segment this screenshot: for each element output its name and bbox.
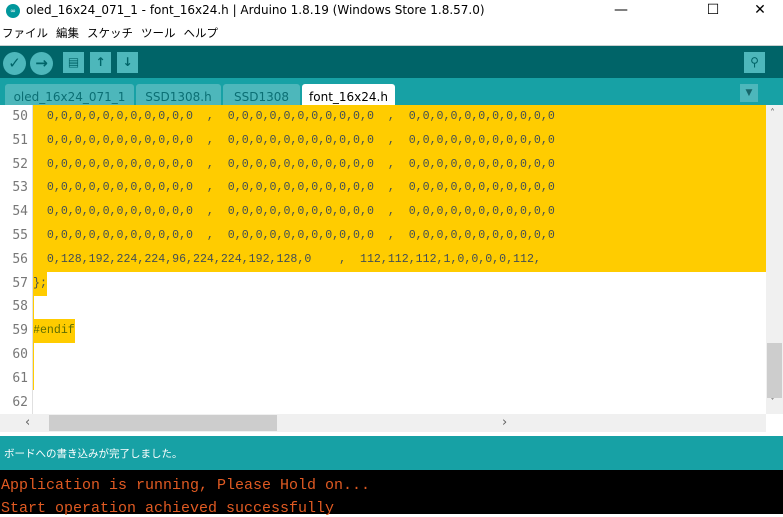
maximize-button[interactable]: ☐ — [706, 2, 720, 18]
code-line: 0,0,0,0,0,0,0,0,0,0,0 , 0,0,0,0,0,0,0,0,… — [33, 128, 766, 153]
status-message: ボードへの書き込みが完了しました。 — [0, 436, 783, 470]
tab-menu-chevron-down-icon[interactable]: ▼ — [740, 84, 758, 102]
line-number: 50 — [12, 109, 28, 124]
code-line: 0,0,0,0,0,0,0,0,0,0,0 , 0,0,0,0,0,0,0,0,… — [33, 200, 766, 225]
close-button[interactable]: ✕ — [754, 2, 766, 18]
toolbar: ✓ → ▤ ↑ ↓ ⚲ — [0, 45, 783, 78]
code-line: 0,0,0,0,0,0,0,0,0,0,0 , 0,0,0,0,0,0,0,0,… — [33, 152, 766, 177]
menu-edit[interactable]: 編集 — [56, 26, 79, 40]
menu-bar: ファイル 編集 スケッチ ツール ヘルプ — [0, 22, 783, 44]
new-sketch-button[interactable]: ▤ — [63, 52, 84, 73]
console-output: Application is running, Please Hold on..… — [0, 470, 783, 517]
code-editor[interactable]: 50 0,0,0,0,0,0,0,0,0,0,0 , 0,0,0,0,0,0,0… — [0, 105, 766, 414]
horizontal-scroll-thumb[interactable] — [49, 415, 277, 431]
minimize-button[interactable]: — — [614, 2, 628, 18]
serial-monitor-button[interactable]: ⚲ — [744, 52, 765, 73]
line-number: 59 — [12, 323, 28, 339]
highlight-edge — [33, 285, 34, 390]
upload-button[interactable]: → — [30, 52, 53, 75]
title-bar: ∞ oled_16x24_071_1 - font_16x24.h | Ardu… — [0, 0, 783, 22]
line-number: 52 — [12, 156, 28, 172]
window-title: oled_16x24_071_1 - font_16x24.h | Arduin… — [26, 3, 485, 17]
scroll-down-icon[interactable]: ˅ — [770, 397, 775, 408]
console-line: Start operation achieved successfully — [1, 500, 335, 517]
line-number: 62 — [12, 394, 28, 410]
tab-bar: oled_16x24_071_1 SSD1308.h SSD1308 font_… — [0, 78, 783, 111]
line-number: 51 — [12, 132, 28, 148]
line-number: 56 — [12, 251, 28, 267]
code-line: 0,0,0,0,0,0,0,0,0,0,0 , 0,0,0,0,0,0,0,0,… — [33, 176, 766, 201]
verify-button[interactable]: ✓ — [3, 52, 26, 75]
line-number: 57 — [12, 275, 28, 291]
code-line: #endif — [33, 319, 75, 344]
line-number-gutter — [0, 105, 33, 414]
line-number: 55 — [12, 228, 28, 243]
scroll-right-icon[interactable]: › — [502, 415, 508, 430]
open-button[interactable]: ↑ — [90, 52, 111, 73]
menu-tools[interactable]: ツール — [141, 26, 176, 40]
line-number: 58 — [12, 299, 28, 315]
line-number: 60 — [12, 347, 28, 362]
vertical-scroll-thumb[interactable] — [767, 343, 782, 398]
code-line: 0,0,0,0,0,0,0,0,0,0,0 , 0,0,0,0,0,0,0,0,… — [33, 105, 766, 129]
console-line: Application is running, Please Hold on..… — [1, 477, 371, 494]
save-button[interactable]: ↓ — [117, 52, 138, 73]
scroll-up-icon[interactable]: ˄ — [770, 108, 775, 119]
vertical-scrollbar[interactable]: ˄ ˅ — [766, 105, 783, 414]
code-line: 0,0,0,0,0,0,0,0,0,0,0 , 0,0,0,0,0,0,0,0,… — [33, 224, 766, 248]
menu-sketch[interactable]: スケッチ — [87, 26, 133, 40]
line-number: 54 — [12, 204, 28, 220]
menu-file[interactable]: ファイル — [2, 26, 48, 40]
code-line: }; — [33, 271, 47, 296]
scroll-left-icon[interactable]: ‹ — [25, 415, 31, 430]
menu-help[interactable]: ヘルプ — [183, 26, 219, 40]
line-number: 53 — [12, 180, 28, 196]
line-number: 61 — [12, 370, 28, 386]
arduino-logo-icon: ∞ — [6, 4, 20, 18]
code-line: 0,128,192,224,224,96,224,224,192,128,0 ,… — [33, 247, 766, 272]
